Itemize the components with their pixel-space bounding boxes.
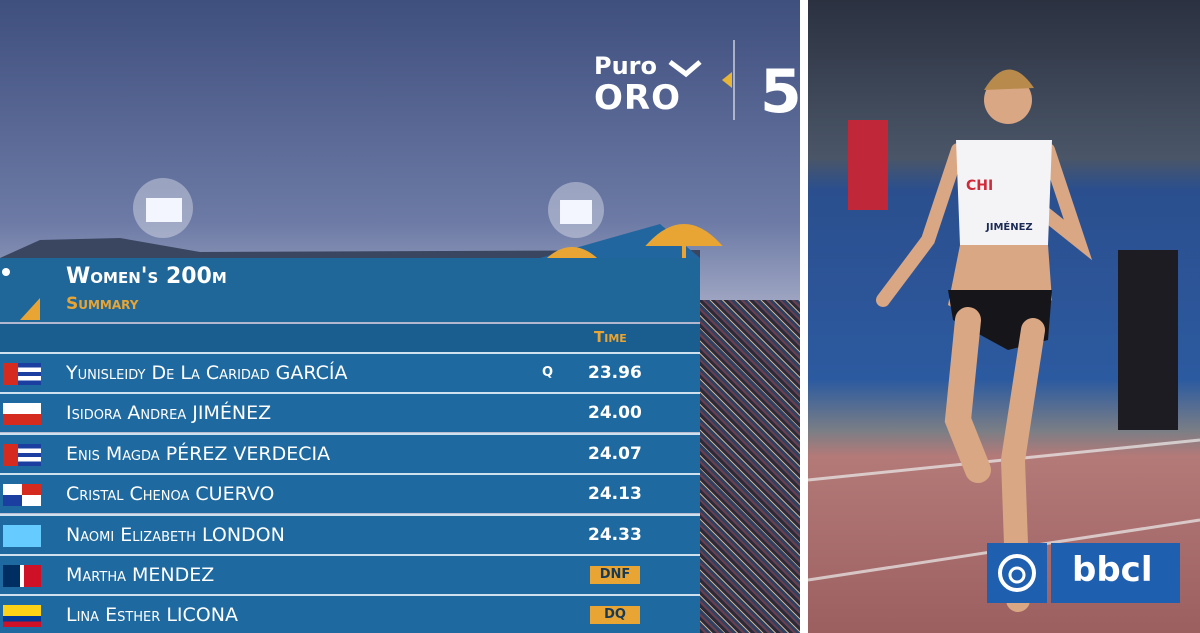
- result-row: Naomi Elizabeth LONDON 24.33: [0, 513, 700, 554]
- photo: CHI JIMÉNEZ: [808, 0, 1200, 633]
- bib-country: CHI: [966, 178, 994, 194]
- flag: [3, 524, 41, 547]
- result-row: Martha MENDEZ DNF: [0, 554, 700, 594]
- bib-name: JIMÉNEZ: [986, 222, 1033, 233]
- event-title: Women's 200m: [66, 264, 227, 289]
- athlete-name: Enis Magda PÉREZ VERDECIA: [66, 442, 331, 465]
- broadcast-frame: 5 Women's 200m Summary Time Yunisleidy D…: [0, 0, 800, 633]
- result-time: 24.13: [588, 484, 642, 505]
- column-header: Time: [594, 328, 627, 346]
- flag: [3, 565, 41, 587]
- result-row: Isidora Andrea JIMÉNEZ 24.00: [0, 392, 700, 433]
- watermark-text: bbcl: [1072, 550, 1153, 590]
- result-row: Yunisleidy De La Caridad GARCÍA Q 23.96: [0, 352, 700, 392]
- flag: [3, 403, 41, 426]
- watermark: [987, 543, 1180, 603]
- athlete-name: Martha MENDEZ: [66, 564, 215, 586]
- athlete: [808, 69, 1200, 612]
- qualifier: Q: [542, 365, 554, 380]
- flag: [3, 605, 41, 628]
- event-subtitle: Summary: [66, 294, 139, 314]
- column-header-bar: [0, 324, 700, 352]
- result-time: 23.96: [588, 363, 642, 383]
- flag: [3, 363, 41, 385]
- svg-text:5: 5: [760, 57, 800, 127]
- flag: [3, 484, 41, 507]
- result-time: 24.33: [588, 524, 642, 545]
- result-status: DNF: [590, 566, 640, 584]
- athlete-name: Naomi Elizabeth LONDON: [66, 523, 285, 546]
- result-row: Lina Esther LICONA DQ: [0, 594, 700, 633]
- athlete-name: Lina Esther LICONA: [66, 604, 238, 627]
- result-row: Cristal Chenoa CUERVO 24.13: [0, 473, 700, 514]
- header-bar: [0, 258, 700, 322]
- result-time: 24.00: [588, 403, 642, 424]
- flag: [3, 443, 41, 466]
- logo-text: Puro: [594, 52, 657, 80]
- result-time: 24.07: [588, 443, 642, 464]
- result-row: Enis Magda PÉREZ VERDECIA 24.07: [0, 432, 700, 473]
- athlete-name: Yunisleidy De La Caridad GARCÍA: [66, 362, 348, 384]
- logo-text: ORO: [594, 78, 681, 118]
- athlete-name: Isidora Andrea JIMÉNEZ: [66, 402, 272, 425]
- result-status: DQ: [590, 606, 640, 625]
- athlete-name: Cristal Chenoa CUERVO: [66, 483, 275, 506]
- crowd: [700, 300, 800, 633]
